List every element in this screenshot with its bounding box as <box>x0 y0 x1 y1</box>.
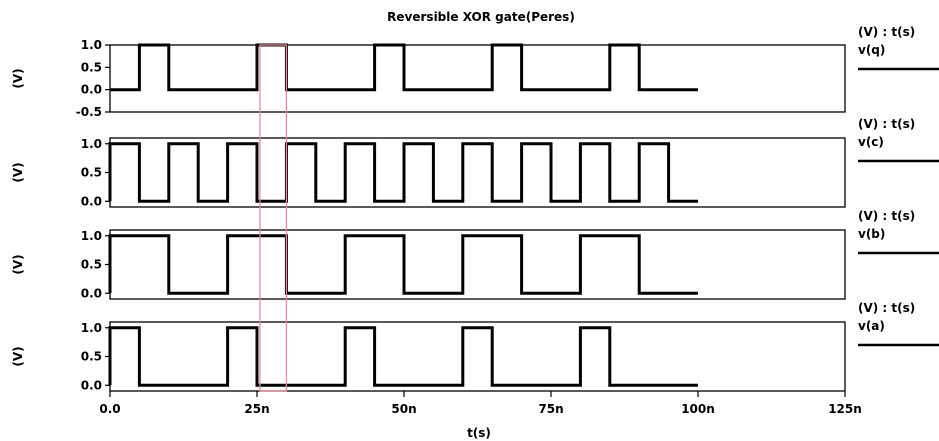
panel-v(a): 1.0 0.5 0.0 (V) (V) : t(s) v(a) <box>11 301 939 392</box>
panel-v(b): 1.0 0.5 0.0 (V) (V) : t(s) v(b) <box>11 209 939 300</box>
legend-entry-v(b): v(b) <box>858 227 885 241</box>
series-line-v(c) <box>108 142 698 203</box>
panel-frame <box>109 44 846 113</box>
y-tick-label: 0.0 <box>81 194 102 208</box>
y-axis-label: (V) <box>11 254 25 274</box>
y-tick-label: 0.0 <box>81 286 102 300</box>
y-tick-label: 0.5 <box>81 166 102 180</box>
x-tick-label: 100n <box>681 402 715 416</box>
panel-v(q): 1.0 0.5 0.0 -0.5 (V) (V) : t(s) v(q) <box>11 25 939 119</box>
x-tick-label: 25n <box>244 402 269 416</box>
y-tick-label: 0.0 <box>81 378 102 392</box>
y-tick-label: 0.5 <box>81 60 102 74</box>
y-tick-label: 1.0 <box>81 321 102 335</box>
panel-frame <box>109 137 846 208</box>
series-line-v(q) <box>110 43 698 92</box>
legend-entry-v(c): v(c) <box>858 135 884 149</box>
series-line-v(b) <box>108 234 698 295</box>
y-tick-label: 1.0 <box>81 38 102 52</box>
legend-entry-v(q): v(q) <box>858 43 885 57</box>
highlight-rect <box>259 44 288 392</box>
highlight-region <box>259 44 288 392</box>
legend-header: (V) : t(s) <box>858 301 915 315</box>
y-axis-label: (V) <box>11 68 25 88</box>
panel-frame <box>109 229 846 300</box>
x-tick-label: 125n <box>828 402 862 416</box>
legend-entry-v(a): v(a) <box>858 319 885 333</box>
x-tick-label: 75n <box>538 402 563 416</box>
x-tick-label: 50n <box>391 402 416 416</box>
series-line-v(a) <box>108 326 698 387</box>
y-tick-label: 1.0 <box>81 229 102 243</box>
panel-frame <box>109 321 846 392</box>
legend-header: (V) : t(s) <box>858 117 915 131</box>
y-tick-label: -0.5 <box>76 105 102 119</box>
legend-header: (V) : t(s) <box>858 209 915 223</box>
chart-title: Reversible XOR gate(Peres) <box>387 10 575 24</box>
panel-v(c): 1.0 0.5 0.0 (V) (V) : t(s) v(c) <box>11 117 939 208</box>
legend-header: (V) : t(s) <box>858 25 915 39</box>
panels: 1.0 0.5 0.0 -0.5 (V) (V) : t(s) v(q) 1.0 0.5 0.0 (… <box>11 25 939 392</box>
y-tick-label: 0.5 <box>81 258 102 272</box>
y-tick-label: 0.5 <box>81 350 102 364</box>
x-tick-label: 0.0 <box>99 402 120 416</box>
y-tick-label: 1.0 <box>81 137 102 151</box>
x-axis-label: t(s) <box>467 426 491 440</box>
y-tick-label: 0.0 <box>81 83 102 97</box>
x-axis: 0.0 25n 50n 75n 100n 125n <box>99 391 862 416</box>
y-axis-label: (V) <box>11 162 25 182</box>
y-axis-label: (V) <box>11 346 25 366</box>
